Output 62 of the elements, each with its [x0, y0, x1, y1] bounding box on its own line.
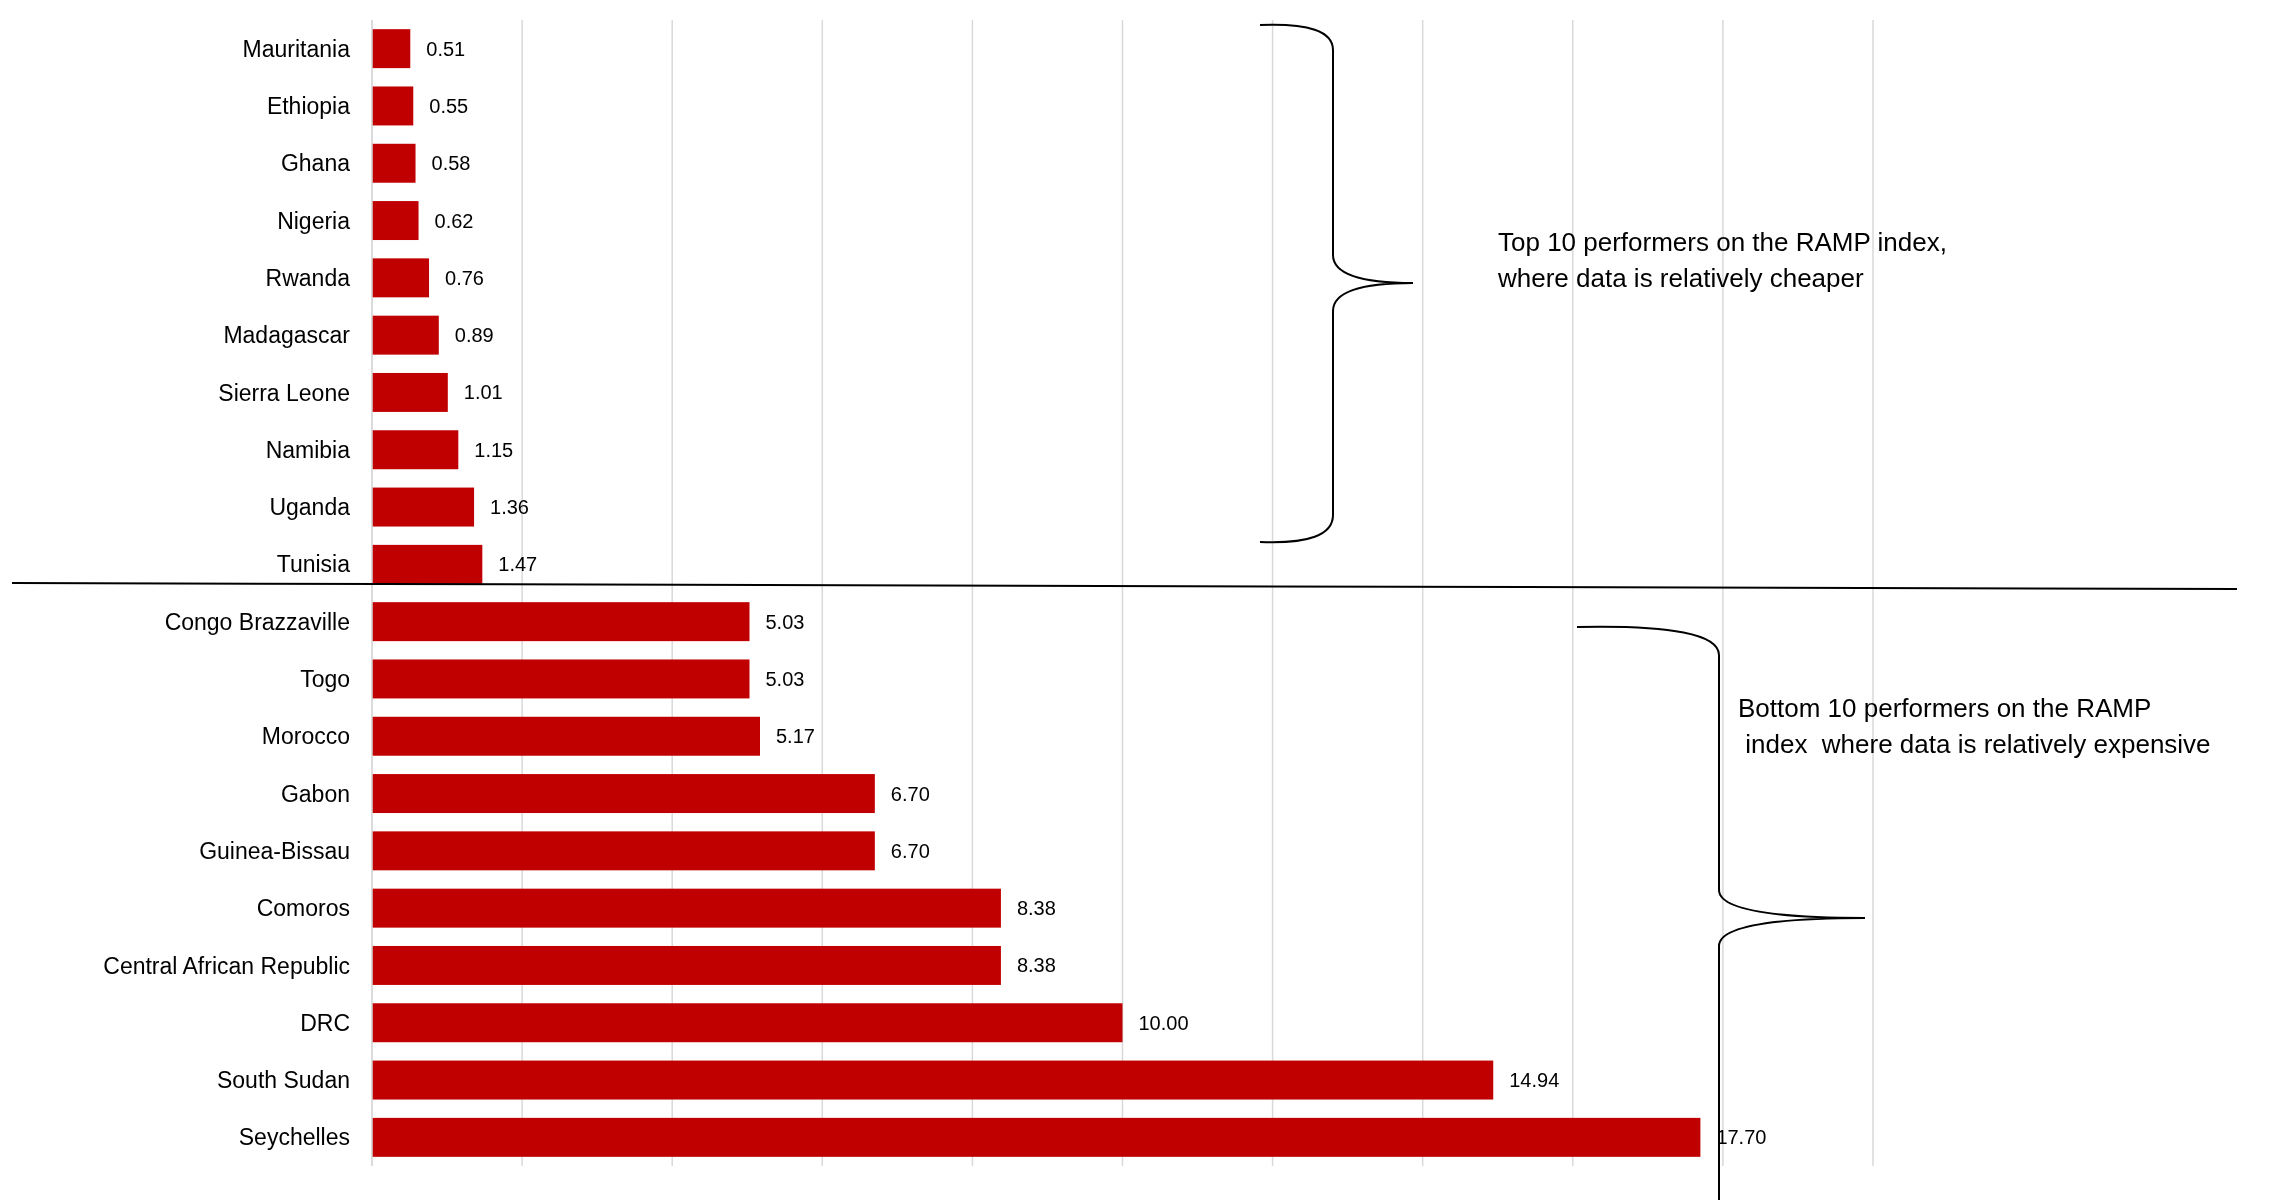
bar: [372, 29, 411, 69]
y-tick-label: Mauritania: [242, 35, 351, 62]
bar: [372, 774, 875, 814]
data-label: 8.38: [1016, 897, 1056, 920]
bar: [372, 1060, 1494, 1100]
y-tick-label: South Sudan: [216, 1067, 350, 1094]
annotation: Top 10 performers on the RAMP index, where data is relatively cheaper: [1497, 227, 1947, 293]
data-label: 0.58: [431, 152, 471, 175]
bar: [372, 716, 761, 756]
y-tick-label: Rwanda: [265, 264, 351, 291]
y-tick-label: DRC: [300, 1009, 350, 1036]
bar: [372, 1003, 1123, 1043]
data-label: 5.03: [765, 667, 805, 690]
y-tick-label: Ethiopia: [266, 93, 351, 119]
y-tick-label: Nigeria: [277, 207, 351, 234]
bar: [372, 315, 439, 355]
data-label: 17.70: [1716, 1126, 1767, 1149]
y-tick-label: Morocco: [261, 723, 350, 750]
y-tick-label: Sierra Leone: [218, 379, 350, 406]
bar: [372, 544, 483, 584]
data-label: 6.70: [890, 839, 930, 862]
data-label: 14.94: [1509, 1069, 1560, 1092]
y-tick-label: Namibia: [265, 436, 351, 463]
y-tick-label: Central African Republic: [103, 952, 350, 979]
data-label: 8.38: [1016, 954, 1056, 977]
data-label: 1.15: [474, 438, 514, 461]
bar: [372, 430, 459, 470]
data-label: 6.70: [890, 782, 930, 805]
data-label: 0.76: [445, 266, 484, 289]
data-label: 5.03: [765, 610, 805, 633]
y-tick-label: Guinea-Bissau: [199, 837, 350, 864]
data-label: 0.89: [454, 324, 494, 347]
y-tick-label: Madagascar: [223, 322, 351, 349]
data-label: 0.51: [426, 37, 466, 60]
annotation: Bottom 10 performers on the RAMP index where data is relatively expensive: [1738, 693, 2211, 759]
y-tick-label: Ghana: [280, 150, 351, 177]
data-label: 5.17: [776, 725, 815, 748]
y-tick-label: Seychelles: [238, 1124, 350, 1151]
y-tick-label: Congo Brazzaville: [164, 608, 350, 635]
bar: [372, 372, 448, 412]
bar: [372, 1117, 1701, 1157]
bar: [372, 602, 750, 642]
data-label: 0.55: [429, 94, 469, 117]
data-label: 1.36: [490, 496, 530, 519]
data-label: 0.62: [434, 209, 474, 232]
bar: [372, 86, 414, 126]
data-label: 10.00: [1138, 1011, 1189, 1034]
y-tick-label: Tunisia: [276, 551, 351, 578]
data-label: 1.47: [498, 553, 538, 576]
y-tick-label: Gabon: [280, 780, 350, 807]
bar: [372, 945, 1001, 985]
y-tick-label: Togo: [300, 666, 350, 692]
bar: [372, 258, 430, 298]
bar: [372, 487, 475, 527]
bar: [372, 143, 416, 183]
y-tick-label: Uganda: [269, 494, 351, 521]
bar: [372, 659, 750, 699]
y-tick-label: Comoros: [256, 895, 350, 922]
data-label: 1.01: [463, 381, 503, 404]
bar: [372, 831, 875, 871]
bar: [372, 888, 1001, 928]
bar: [372, 201, 419, 241]
